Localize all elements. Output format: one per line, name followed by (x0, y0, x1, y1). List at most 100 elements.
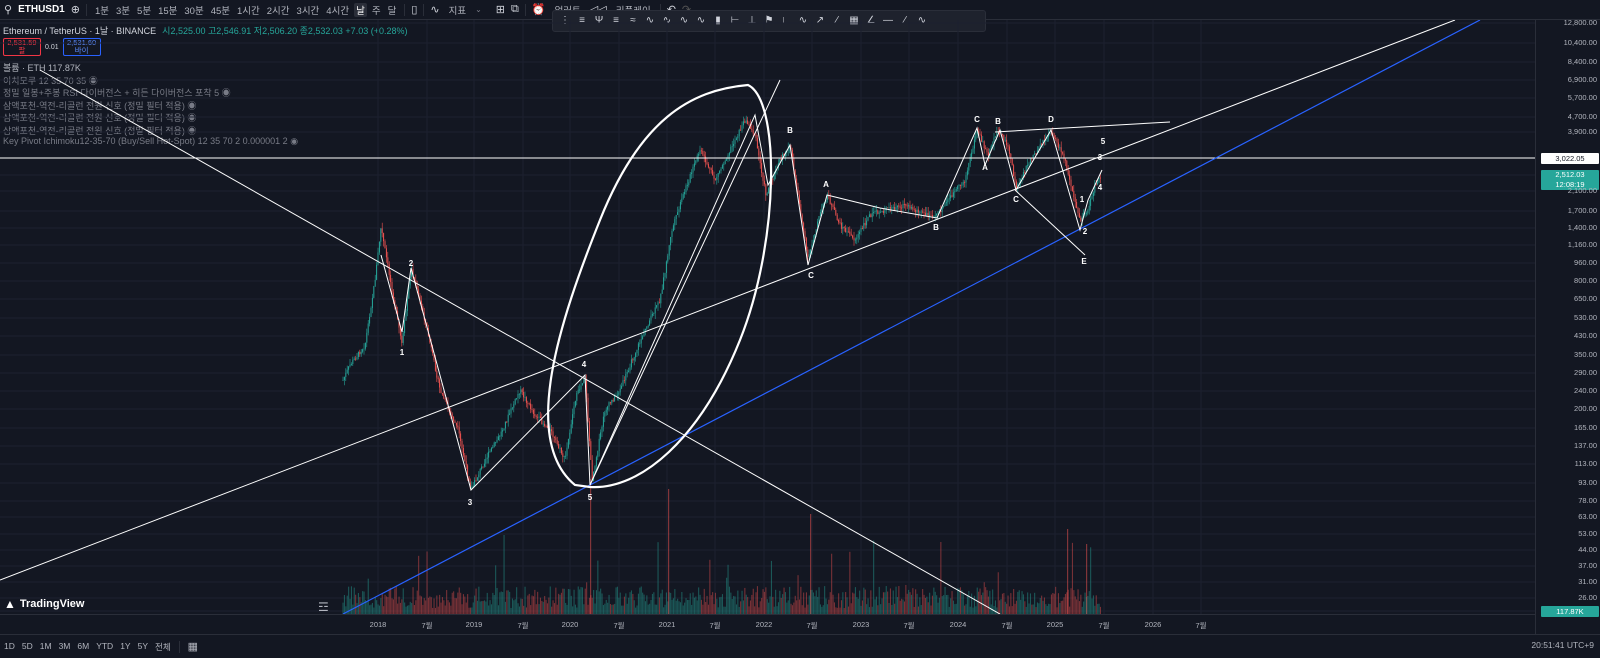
timeframe-11[interactable]: 주 (371, 5, 381, 17)
range-1[interactable]: 5D (21, 640, 33, 651)
range-7[interactable]: 5Y (137, 640, 148, 651)
price-range-icon[interactable]: ⊥ (747, 15, 757, 26)
indicator-button[interactable]: 지표 (448, 5, 467, 17)
price-chart[interactable]: 1 2 3 4 5 A B C B C B D C E 2 1 5 3 4 A (0, 20, 1535, 614)
price-axis[interactable]: 12,800.00 10,400.00 8,400.00 6,900.00 5,700.… (1535, 18, 1600, 634)
pitchfork-tool-icon[interactable]: Ψ (594, 15, 604, 26)
trend-icon[interactable]: ↗ (815, 15, 825, 26)
timeframe-6[interactable]: 1시간 (237, 5, 260, 17)
candle-body (1034, 153, 1036, 155)
volume-bar (978, 591, 980, 614)
volume-bar (888, 602, 890, 614)
volume-bar (969, 606, 971, 614)
timeframe-10[interactable]: 날 (354, 2, 367, 17)
candle-body (852, 235, 854, 238)
fib-tool-icon[interactable]: ≡ (613, 15, 619, 26)
layout-icon[interactable]: ⊞ (495, 4, 505, 16)
wave-icon[interactable]: ∿ (798, 15, 808, 26)
indicator-row[interactable]: 정밀 일봉+주봉 RSI 다이버전스 + 히든 다이버전스 포착 5 ◉ (3, 86, 298, 99)
flag-icon[interactable]: ⚑ (764, 15, 774, 26)
alert-icon[interactable]: ⏰ (531, 4, 546, 16)
candle-body (513, 404, 515, 408)
candle-body (378, 241, 380, 253)
notes-icon[interactable]: ▦ (849, 15, 859, 26)
timeframe-12[interactable]: 달 (387, 5, 397, 17)
time-axis[interactable]: 2018 7월 2019 7월 2020 7월 2021 7월 2022 7월 2023 7월 2024… (0, 614, 1535, 635)
search-icon[interactable]: ⚲ (4, 4, 13, 16)
candle-body (987, 152, 989, 156)
range-8[interactable]: 전체 (155, 641, 171, 652)
eye-icon[interactable]: ◉ (290, 136, 299, 146)
indicator-row[interactable]: 삼액포천-역전-리골런 전원 신호 (정밀 필터 적용) ◉ (3, 111, 298, 124)
volume-spike (810, 514, 812, 614)
wave-label: C (974, 115, 980, 124)
eye-icon[interactable]: ◉ (221, 88, 231, 98)
volume-legend[interactable]: 볼륨 · ETH 117.87K (3, 61, 298, 74)
range-5[interactable]: YTD (96, 640, 114, 651)
price-tick: 290.00 (1574, 368, 1597, 377)
timeframe-8[interactable]: 3시간 (296, 5, 320, 17)
timeframe-1[interactable]: 3분 (116, 5, 131, 17)
candle-body (408, 285, 410, 299)
range-0[interactable]: 1D (4, 640, 15, 651)
candle-body (1048, 134, 1050, 138)
candle-body (517, 394, 519, 399)
date-range-icon[interactable]: ⊢ (730, 15, 740, 26)
price-tick: 78.00 (1578, 496, 1597, 505)
trendline-tool-icon[interactable]: ∕ (836, 15, 838, 26)
symbol-title[interactable]: Ethereum / TetherUS · 1날 · BINANCE (3, 26, 157, 36)
timeframe-2[interactable]: 5분 (137, 5, 152, 17)
volume-spike (1067, 529, 1069, 614)
candle-body (920, 211, 922, 213)
long-position-icon[interactable]: ∟ (781, 15, 791, 26)
eye-icon[interactable]: ◉ (187, 113, 197, 123)
volume-bar (671, 599, 673, 614)
range-4[interactable]: 6M (77, 640, 90, 651)
timeframe-3[interactable]: 15분 (158, 5, 178, 17)
timeframe-0[interactable]: 1분 (94, 5, 109, 17)
candle-body (559, 447, 561, 449)
template-icon[interactable]: ⧉ (511, 3, 519, 15)
candle-body (686, 185, 688, 186)
volume-bar (644, 601, 646, 614)
volume-bar (544, 596, 546, 614)
range-3[interactable]: 3M (58, 640, 71, 651)
candle-body (833, 207, 835, 210)
candle-type-icon[interactable]: ▯ (411, 4, 418, 16)
chevron-down-icon[interactable]: ⌄ (475, 5, 482, 14)
indicator-row[interactable]: 삼액포천-역전-리골런 전원 신호 (정밀 필터 적용) ◉ (3, 99, 298, 112)
ray-tool-icon[interactable]: ∕ (904, 15, 906, 26)
drag-handle-icon[interactable]: ⋮ (560, 15, 570, 26)
path-tool-icon[interactable]: ∿ (917, 15, 927, 26)
channel-tool-icon[interactable]: ≡ (579, 15, 585, 26)
candle-body (475, 480, 477, 482)
indicator-label: 삼액포천-역전-리골런 전원 신호 (정밀 필터 적용) (3, 125, 185, 136)
abcd-tool-icon[interactable]: ∿ (696, 15, 706, 26)
candle-body (352, 359, 354, 364)
bar-pattern-icon[interactable]: ▮ (715, 15, 721, 26)
symbol-search[interactable]: ETHUSD1 (18, 4, 65, 15)
xabcd-tool-icon[interactable]: ∿ (645, 15, 655, 26)
time-tick: 2018 (369, 620, 387, 629)
head-shoulders-icon[interactable]: ∿ (679, 15, 689, 26)
candle-body (975, 134, 977, 140)
range-2[interactable]: 1M (39, 640, 52, 651)
indicator-row[interactable]: Key Pivot Ichimoku12-35-70 (Buy/Sell Hot… (3, 136, 298, 149)
eye-icon[interactable]: ◉ (187, 125, 197, 136)
angle-tool-icon[interactable]: ∠ (866, 15, 876, 26)
calendar-icon[interactable]: ▦ (187, 641, 199, 653)
timeframe-4[interactable]: 30분 (184, 5, 204, 17)
candle-body (625, 373, 627, 381)
range-6[interactable]: 1Y (120, 640, 131, 651)
candle-body (761, 163, 763, 173)
indicator-row[interactable]: 삼액포천-역전-리골런 전원 신호 (정밀 필터 적용) ◉ (3, 124, 298, 137)
timeframe-7[interactable]: 2시간 (266, 5, 290, 17)
timeframe-5[interactable]: 45분 (210, 5, 230, 17)
horizontal-line-icon[interactable]: — (883, 15, 893, 26)
timeframe-9[interactable]: 4시간 (326, 5, 350, 17)
eye-icon[interactable]: ◉ (187, 100, 197, 111)
add-symbol-icon[interactable]: ⊕ (70, 4, 80, 16)
candle-body (587, 397, 589, 422)
pattern-tool-icon[interactable]: ≈ (630, 15, 636, 26)
indicator-icon[interactable]: ∿ (430, 4, 440, 16)
